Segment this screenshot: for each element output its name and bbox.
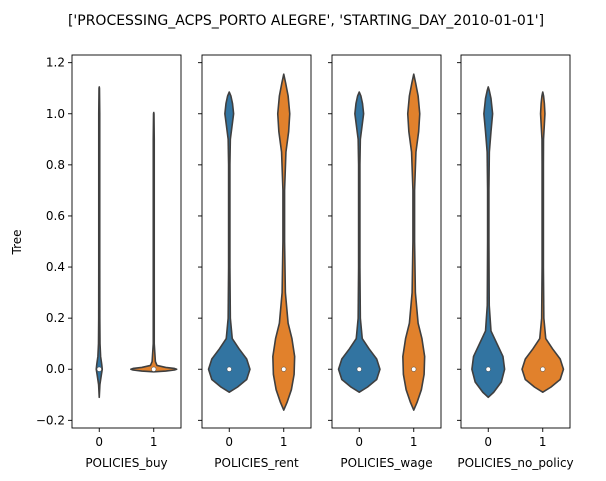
y-tick-label: 1.0 — [46, 107, 65, 121]
y-tick-label: 0.8 — [46, 158, 65, 172]
x-tick-label: 0 — [355, 435, 363, 449]
violin-2-0 — [207, 91, 251, 394]
x-tick-label: 0 — [95, 435, 103, 449]
y-tick-label: 0.2 — [46, 311, 65, 325]
violin-2-1 — [272, 73, 296, 411]
x-axis-label: POLICIES_rent — [214, 456, 299, 470]
y-tick-label: −0.2 — [36, 413, 65, 427]
median-marker — [485, 366, 491, 372]
panel-2: 0 1 POLICIES_rent — [198, 54, 312, 470]
median-marker — [411, 366, 417, 372]
plot-area: −0.2 0.0 0.2 0.4 0.6 0.8 1.0 1.2 0 1 POLICIES_buy 0… — [36, 54, 574, 470]
x-axis-label: POLICIES_wage — [340, 456, 432, 470]
violin-1-1 — [130, 111, 178, 373]
violin-4-0 — [471, 86, 506, 399]
x-tick-label: 1 — [280, 435, 288, 449]
y-tick-label: 0.4 — [46, 260, 65, 274]
figure-title: ['PROCESSING_ACPS_PORTO ALEGRE', 'STARTI… — [68, 13, 544, 29]
median-marker — [281, 366, 287, 372]
panel-3: 0 1 POLICIES_wage — [328, 54, 442, 470]
x-axis-label: POLICIES_no_policy — [457, 456, 573, 470]
median-marker — [356, 366, 362, 372]
panel-4: 0 1 POLICIES_no_policy — [457, 54, 574, 470]
y-tick-label: 0.0 — [46, 362, 65, 376]
x-tick-label: 1 — [539, 435, 547, 449]
axes-frame — [201, 54, 312, 429]
violin-3-1 — [402, 73, 426, 411]
axes-frame — [460, 54, 571, 429]
y-axis-label: Tree — [10, 229, 24, 255]
violin-4-1 — [521, 91, 565, 394]
median-marker — [96, 366, 102, 372]
violin-1-0 — [95, 86, 104, 399]
median-marker — [226, 366, 232, 372]
x-tick-label: 0 — [225, 435, 233, 449]
median-marker — [151, 366, 157, 372]
y-tick-label: 0.6 — [46, 209, 65, 223]
x-axis-label: POLICIES_buy — [85, 456, 167, 470]
x-tick-label: 1 — [150, 435, 158, 449]
axes-frame — [331, 54, 442, 429]
violin-3-0 — [337, 91, 381, 394]
x-tick-label: 0 — [484, 435, 492, 449]
y-tick-label: 1.2 — [46, 56, 65, 70]
median-marker — [540, 366, 546, 372]
panel-1: −0.2 0.0 0.2 0.4 0.6 0.8 1.0 1.2 0 1 POLICIES_buy — [36, 54, 182, 470]
x-tick-label: 1 — [410, 435, 418, 449]
axes-frame — [71, 54, 182, 429]
